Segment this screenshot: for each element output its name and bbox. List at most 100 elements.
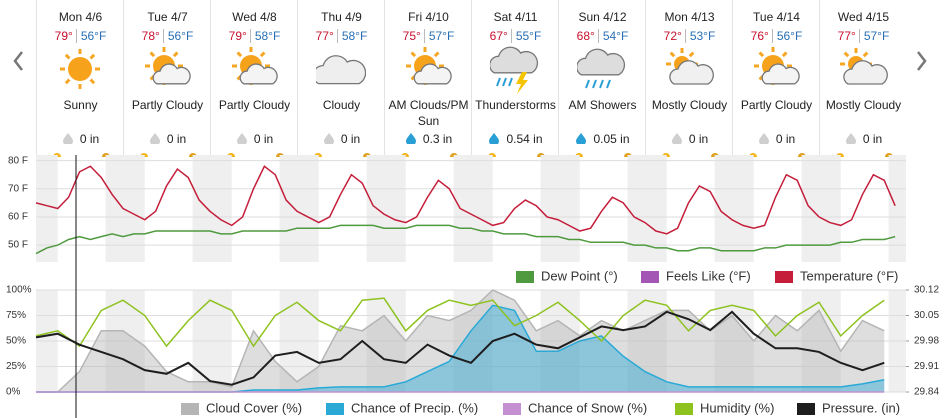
- day-text: Sat 4/11: [493, 10, 538, 24]
- day-text: Mon 4/13: [664, 10, 715, 24]
- day-label: Fri 4/10: [385, 10, 472, 24]
- night-band: [192, 155, 210, 262]
- precip-text: 0 in: [340, 132, 361, 146]
- high-temp: 67°: [489, 29, 508, 43]
- legend-label: Temperature (°F): [800, 268, 898, 283]
- condition: Partly Cloudy: [211, 97, 298, 113]
- temps: 72° 53°F: [646, 29, 733, 43]
- weather-icon: [490, 46, 539, 94]
- sun-ray: [89, 53, 96, 60]
- night-band: [645, 155, 667, 262]
- weather-icon: [316, 55, 366, 85]
- cloud: [316, 55, 366, 85]
- temps: 78° 56°F: [124, 29, 211, 43]
- cloud: [490, 46, 539, 74]
- temps: 67° 55°F: [472, 29, 559, 43]
- cloud: [761, 63, 800, 85]
- next-arrow[interactable]: [917, 51, 927, 71]
- night-band: [366, 155, 384, 262]
- condition: Thunderstorms: [472, 97, 559, 113]
- sun-ray: [669, 51, 676, 58]
- drop: [758, 133, 769, 146]
- rain: [592, 79, 597, 89]
- precip-text: 0.05 in: [593, 132, 630, 146]
- rain: [585, 79, 590, 89]
- sun-ray: [781, 51, 788, 58]
- legend-label: Feels Like (°F): [666, 268, 751, 283]
- legend-swatch: [675, 403, 693, 415]
- weather-icon: [145, 47, 191, 85]
- weather-icon: [666, 48, 714, 85]
- high-temp: 77°: [837, 29, 856, 43]
- drop-icon: [405, 133, 416, 146]
- condition-text: AM Showers: [568, 98, 637, 112]
- legend-label: Chance of Precip. (%): [351, 400, 478, 415]
- sun-ray: [259, 51, 266, 58]
- sun-ray: [843, 51, 850, 58]
- condition: Mostly Cloudy: [820, 97, 907, 113]
- temps: 75° 57°F: [385, 29, 472, 43]
- night-band: [210, 155, 232, 262]
- drop: [489, 133, 500, 146]
- day-card: Wed 4/15 77° 57°F Mostly Cloudy 0 in: [819, 0, 907, 155]
- series-line: [35, 310, 885, 386]
- drop: [576, 133, 587, 146]
- day-text: Fri 4/10: [408, 10, 449, 24]
- legend-swatch: [775, 271, 793, 283]
- condition-text: Partly Cloudy: [740, 98, 813, 112]
- night-band: [888, 155, 906, 262]
- prev-arrow[interactable]: [13, 51, 23, 71]
- condition: Cloudy: [298, 97, 385, 113]
- legend-swatch: [503, 403, 521, 415]
- drop-icon: [758, 133, 769, 146]
- precip: 0 in: [733, 132, 820, 146]
- cloud: [239, 63, 278, 85]
- day-label: Wed 4/15: [820, 10, 907, 24]
- y-tick-label: 50 F: [8, 240, 28, 251]
- y-tick-label: 60 F: [8, 212, 28, 223]
- precip-text: 0 in: [688, 132, 709, 146]
- drop: [845, 133, 856, 146]
- low-temp: 56°F: [162, 29, 194, 43]
- temps: 79° 56°F: [37, 29, 124, 43]
- cloud: [843, 60, 888, 85]
- sun-ray: [64, 53, 71, 60]
- precip: 0 in: [646, 132, 733, 146]
- high-temp: 72°: [663, 29, 682, 43]
- legend-label: Cloud Cover (%): [206, 400, 302, 415]
- area-fill: [36, 305, 885, 392]
- temps: 79° 58°F: [211, 29, 298, 43]
- condition: AM Showers: [559, 97, 646, 113]
- day-label: Mon 4/6: [37, 10, 124, 24]
- precip: 0 in: [820, 132, 907, 146]
- day-card: Tue 4/7 78° 56°F Partly Cloudy 0 in: [123, 0, 211, 155]
- precip-text: 0 in: [862, 132, 883, 146]
- night-band: [558, 155, 580, 262]
- high-temp: 77°: [315, 29, 334, 43]
- night-band: [123, 155, 145, 262]
- legend-label: Dew Point (°): [541, 268, 618, 283]
- y-tick-label: 75%: [6, 310, 26, 321]
- y-tick-label: 25%: [6, 361, 26, 372]
- sun-ray: [172, 51, 179, 58]
- drop: [62, 133, 73, 146]
- high-temp: 75°: [402, 29, 421, 43]
- condition: Sunny: [37, 97, 124, 113]
- day-text: Mon 4/6: [58, 10, 103, 24]
- night-band: [297, 155, 319, 262]
- precip: 0 in: [124, 132, 211, 146]
- condition: Mostly Cloudy: [646, 97, 733, 113]
- sun-ray: [862, 51, 869, 58]
- temps: 77° 58°F: [298, 29, 385, 43]
- day-text: Tue 4/7: [147, 10, 188, 24]
- series-line: [35, 297, 885, 348]
- legend-swatch: [516, 271, 534, 283]
- drop: [323, 133, 334, 146]
- drop-icon: [149, 133, 160, 146]
- day-label: Thu 4/9: [298, 10, 385, 24]
- precip: 0.54 in: [472, 132, 559, 146]
- day-card: Thu 4/9 77° 58°F Cloudy 0 in: [297, 0, 385, 155]
- weather-icon: [232, 47, 278, 85]
- high-temp: 76°: [750, 29, 769, 43]
